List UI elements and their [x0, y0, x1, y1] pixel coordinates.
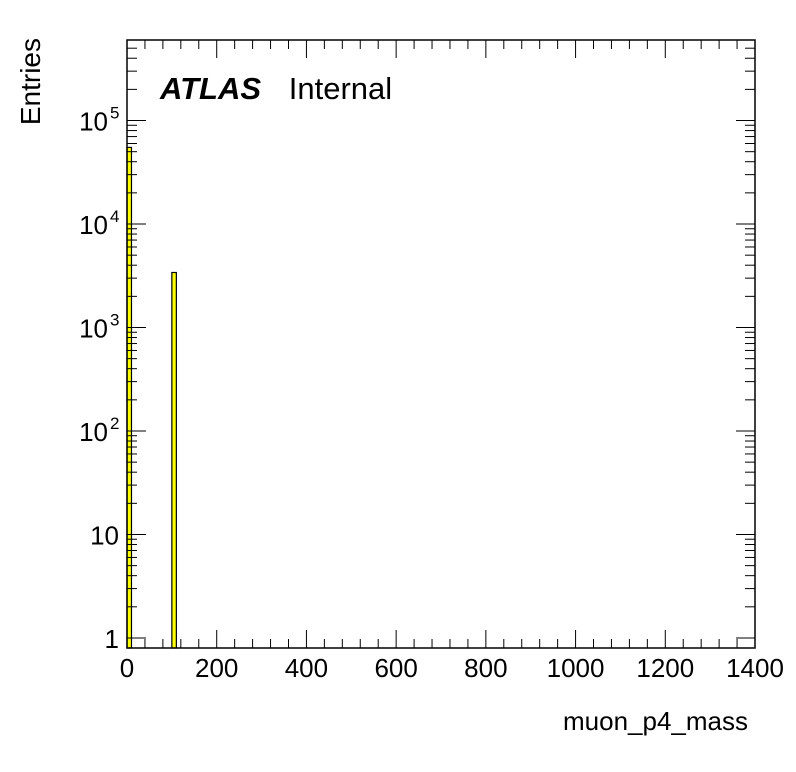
atlas-bold-text: ATLAS: [159, 71, 261, 106]
y-tick-label: 10: [79, 417, 108, 447]
y-tick-exponent: 4: [110, 207, 119, 226]
plot-frame: [126, 39, 756, 649]
ticks-group: [126, 39, 756, 648]
y-axis-title: Entries: [15, 38, 46, 125]
atlas-label: ATLAS Internal: [159, 71, 392, 106]
y-tick-label: 10: [79, 314, 108, 344]
x-tick-label: 1400: [726, 653, 784, 683]
atlas-internal-text: Internal: [289, 71, 392, 106]
y-tick-label: 10: [79, 210, 108, 240]
y-tick-label: 1: [105, 624, 119, 654]
x-tick-label: 800: [464, 653, 507, 683]
bars-group: [126, 146, 177, 649]
y-tick-exponent: 2: [110, 414, 119, 433]
y-tick-exponent: 5: [110, 104, 119, 123]
x-tick-label: 1000: [547, 653, 605, 683]
bar-1: [171, 271, 177, 649]
x-tick-label: 1200: [636, 653, 694, 683]
x-tick-label: 600: [374, 653, 417, 683]
x-tick-label: 0: [120, 653, 134, 683]
x-tick-label: 400: [285, 653, 328, 683]
x-axis-title: muon_p4_mass: [563, 706, 748, 736]
y-tick-exponent: 3: [110, 311, 119, 330]
x-tick-label: 200: [195, 653, 238, 683]
y-tick-label: 10: [90, 520, 119, 550]
y-tick-label: 10: [79, 107, 108, 137]
x-tick-labels: 0 200 400 600 800 1000 1200 1400: [120, 653, 784, 683]
